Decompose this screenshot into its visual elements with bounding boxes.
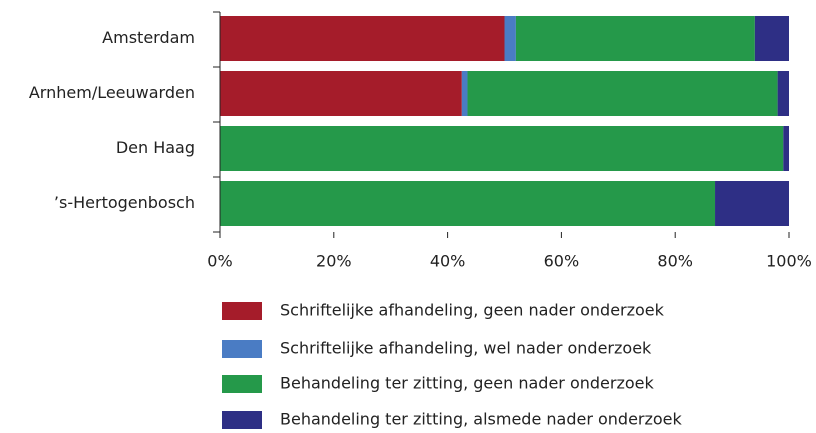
x-tick-label: 60% xyxy=(544,252,580,271)
bar-segment xyxy=(515,16,755,61)
bar-segment xyxy=(220,16,505,61)
legend-swatch xyxy=(222,375,262,393)
x-tick-label: 0% xyxy=(207,252,232,271)
legend-swatch xyxy=(222,302,262,320)
bar-segment xyxy=(777,71,789,116)
bar-segment xyxy=(754,16,789,61)
x-tick-label: 100% xyxy=(766,252,812,271)
bar-segment xyxy=(461,71,468,116)
category-label: Arnhem/Leeuwarden xyxy=(29,83,195,102)
legend-swatch xyxy=(222,340,262,358)
bar-segment xyxy=(467,71,778,116)
category-label: ’s-Hertogenbosch xyxy=(54,193,195,212)
bar-segment xyxy=(220,71,462,116)
x-tick-label: 80% xyxy=(657,252,693,271)
category-label: Amsterdam xyxy=(102,28,195,47)
x-tick-label: 40% xyxy=(430,252,466,271)
bar-segment xyxy=(220,126,784,171)
bar-segment xyxy=(220,181,716,226)
category-label: Den Haag xyxy=(116,138,195,157)
bar-segment xyxy=(504,16,516,61)
legend-label: Schriftelijke afhandeling, wel nader ond… xyxy=(280,339,652,358)
legend-label: Behandeling ter zitting, alsmede nader o… xyxy=(280,410,683,429)
bar-segment xyxy=(715,181,789,226)
legend-swatch xyxy=(222,411,262,429)
bar-segment xyxy=(783,126,789,171)
legend-label: Schriftelijke afhandeling, geen nader on… xyxy=(280,301,665,320)
x-tick-label: 20% xyxy=(316,252,352,271)
legend-label: Behandeling ter zitting, geen nader onde… xyxy=(280,374,654,393)
